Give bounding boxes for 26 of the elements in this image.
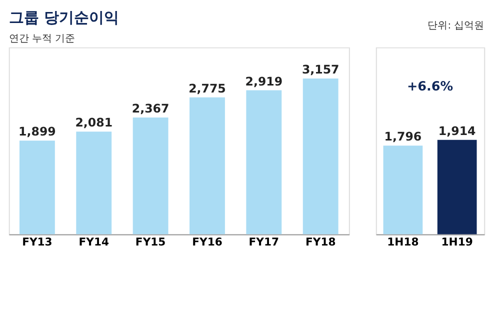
data-label: 2,919 [245, 74, 283, 88]
data-label: 1,899 [18, 124, 56, 139]
x-tick-label: 1H19 [441, 236, 473, 249]
data-label: 1,796 [384, 130, 422, 144]
data-label: 2,081 [75, 116, 113, 130]
x-tick-label: FY15 [135, 236, 166, 249]
data-label: 1,914 [438, 124, 476, 138]
bar [132, 117, 168, 234]
bar [76, 132, 112, 234]
x-tick-label: 1H18 [387, 236, 419, 249]
bar [246, 90, 282, 234]
x-tick-label: FY17 [248, 236, 280, 249]
chart-title: 그룹 당기순이익 [8, 10, 119, 27]
x-tick-label: FY16 [192, 236, 222, 249]
data-label: 2,367 [132, 102, 170, 116]
text: 단위: 십억원 [428, 20, 484, 32]
text: +6.6% [406, 80, 454, 95]
data-label: 2,775 [188, 81, 226, 96]
x-tick-label: FY13 [22, 236, 52, 249]
x-tick-label: FY18 [305, 236, 336, 249]
bar [190, 97, 225, 234]
x-tick-label: FY14 [78, 236, 110, 249]
bar [19, 140, 55, 234]
data-label: 3,157 [302, 62, 340, 77]
chart-subtitle: 연간 누적 기준 [8, 33, 76, 44]
bar [302, 78, 338, 234]
